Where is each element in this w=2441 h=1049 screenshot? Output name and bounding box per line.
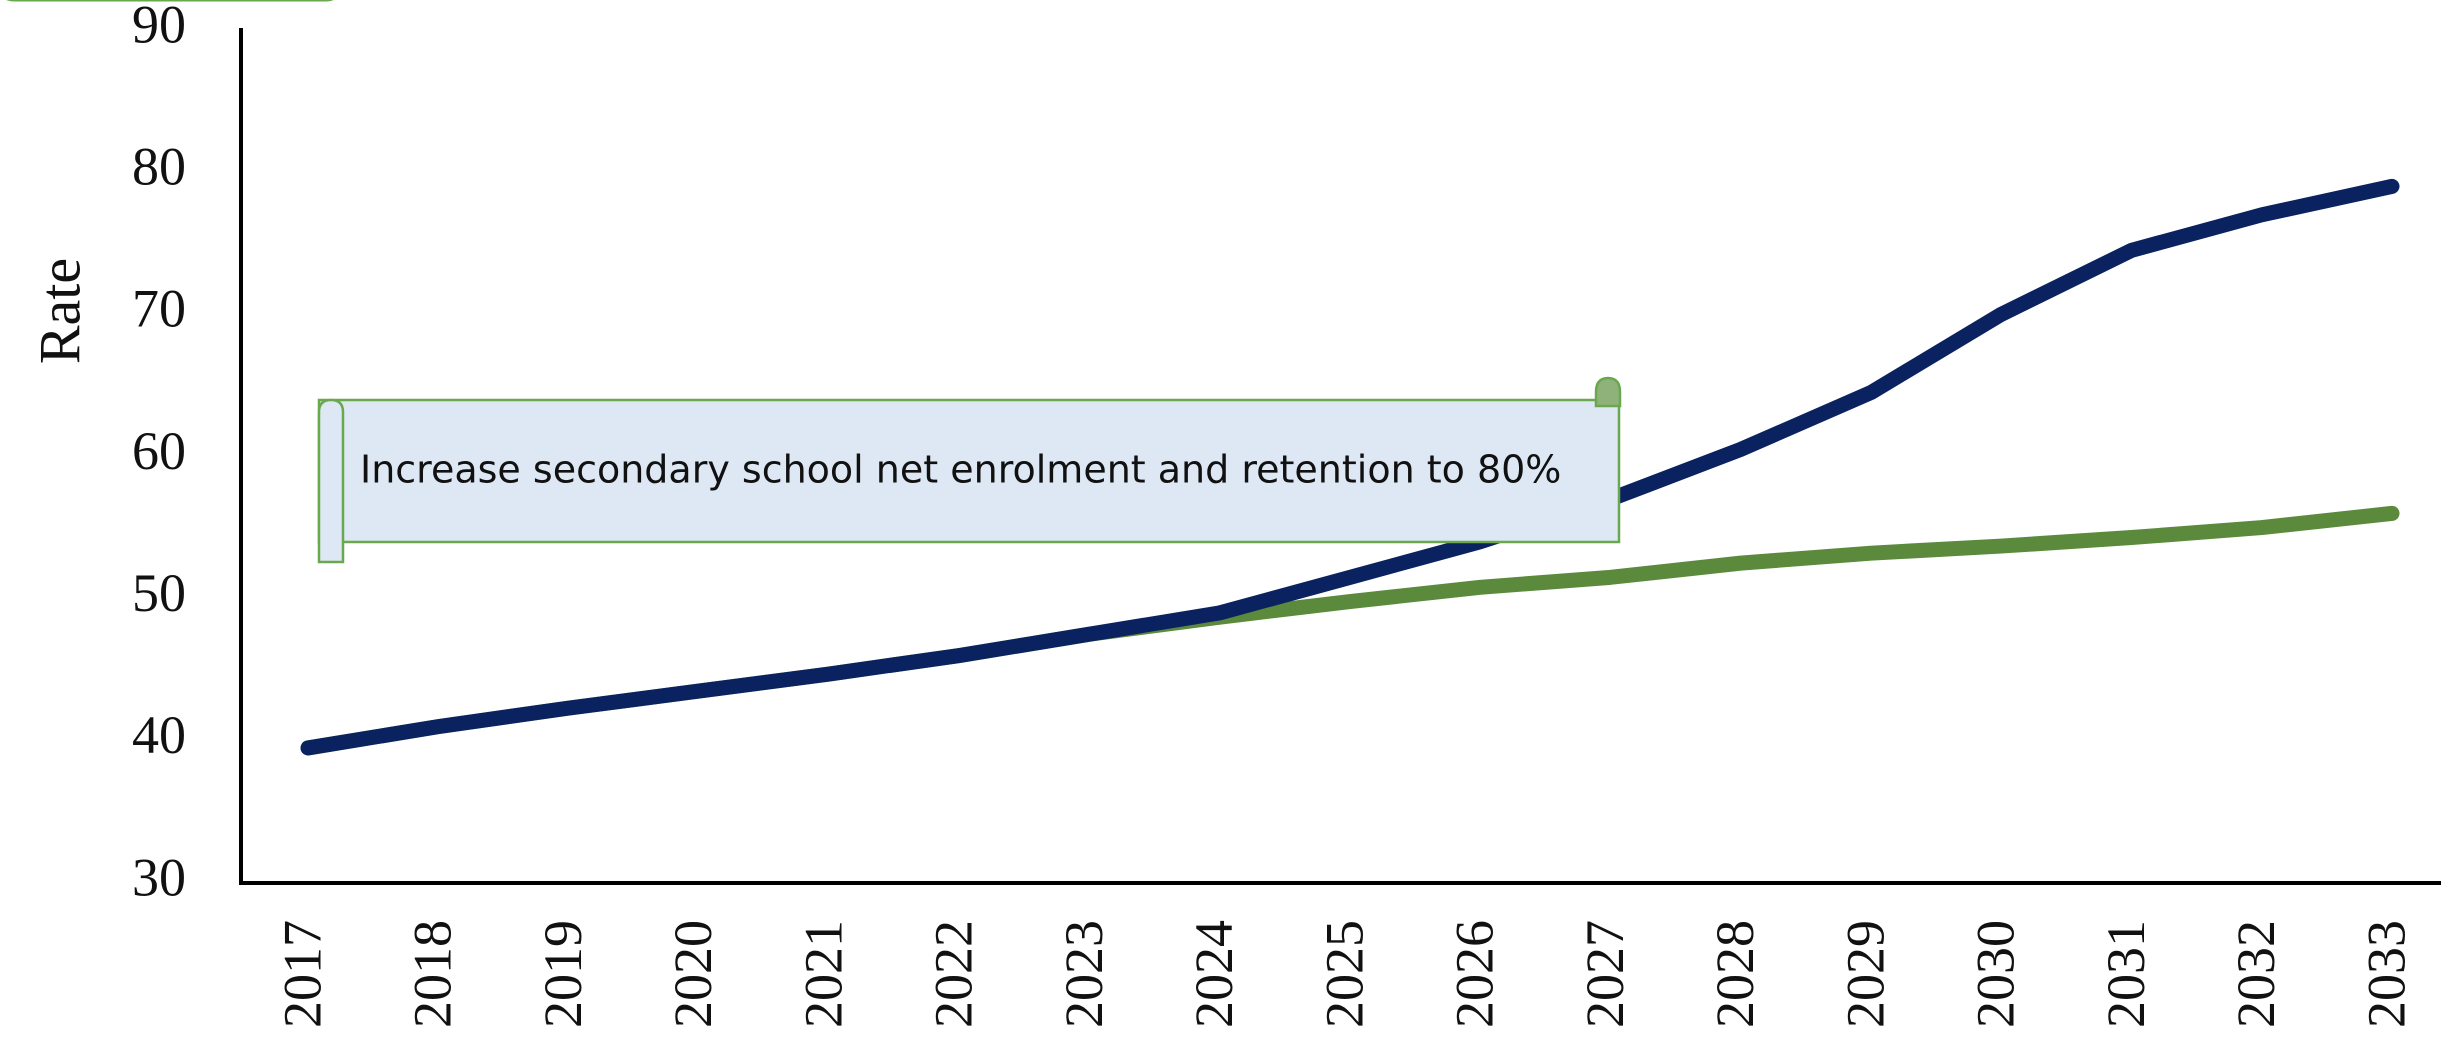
x-tick-label: 2033	[2356, 920, 2416, 1028]
series-line	[300, 178, 2400, 756]
annotation: Increase secondary school net enrolment …	[317, 376, 1622, 564]
scroll-right	[1594, 376, 1622, 408]
y-tick-label: 60	[132, 421, 186, 481]
x-tick-label: 2024	[1184, 920, 1244, 1028]
x-tick-label: 2021	[793, 920, 853, 1028]
x-tick-label: 2027	[1575, 920, 1635, 1028]
y-axis-title: Rate	[27, 258, 92, 364]
x-tick-label: 2032	[2226, 920, 2286, 1028]
x-tick-label: 2019	[533, 920, 593, 1028]
x-tick-label: 2029	[1835, 920, 1895, 1028]
y-tick-label: 90	[132, 0, 186, 54]
annotation-text: Increase secondary school net enrolment …	[360, 448, 1561, 492]
plot-lines	[300, 178, 2400, 756]
x-tick-label: 2025	[1314, 920, 1374, 1028]
y-tick-label: 50	[132, 563, 186, 623]
x-tick-label: 2018	[403, 920, 463, 1028]
x-tick-label: 2030	[1966, 920, 2026, 1028]
y-tick-label: 70	[132, 279, 186, 339]
x-tick-label: 2017	[272, 920, 332, 1028]
y-tick-label: 30	[132, 847, 186, 907]
x-tick-label: 2026	[1445, 920, 1505, 1028]
y-tick-label: 40	[132, 705, 186, 765]
series-line	[300, 505, 2400, 756]
y-tick-label: 80	[132, 137, 186, 197]
x-tick-label: 2031	[2096, 920, 2156, 1028]
x-tick-label: 2020	[663, 920, 723, 1028]
x-tick-label: 2022	[924, 920, 984, 1028]
scroll-left	[317, 398, 345, 564]
x-tick-label: 2028	[1705, 920, 1765, 1028]
x-tick-label: 2023	[1054, 920, 1114, 1028]
annotation-box	[317, 398, 1621, 544]
